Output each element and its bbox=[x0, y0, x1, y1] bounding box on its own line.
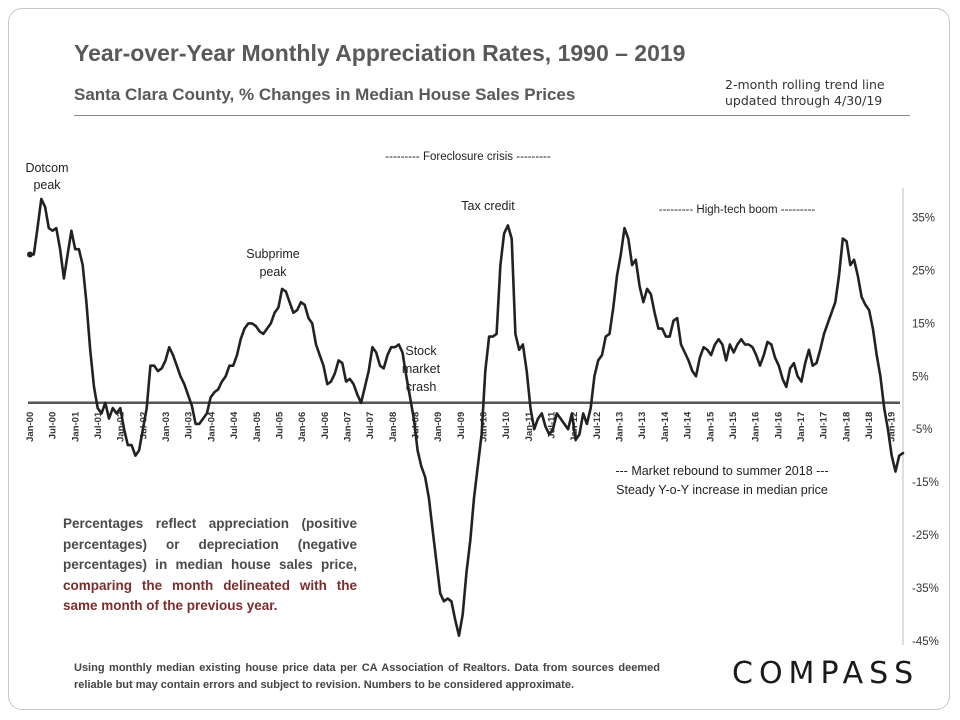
chart-title: Year-over-Year Monthly Appreciation Rate… bbox=[74, 40, 686, 66]
x-tick-label: Jul-10 bbox=[501, 412, 512, 439]
annotation-stock-market-crash: crash bbox=[406, 380, 437, 394]
x-tick-label: Jan-00 bbox=[25, 412, 36, 442]
compass-logo: COMPASS bbox=[732, 656, 920, 691]
x-tick-label: Jul-12 bbox=[592, 412, 603, 439]
x-tick-label: Jul-07 bbox=[365, 412, 376, 439]
y-tick-label: -25% bbox=[912, 530, 939, 542]
trend-note-line2: updated through 4/30/19 bbox=[725, 93, 883, 108]
x-tick-label: Jul-08 bbox=[410, 412, 421, 439]
x-tick-label: Jan-10 bbox=[479, 412, 490, 442]
x-tick-label: Jul-06 bbox=[320, 412, 331, 439]
x-tick-label: Jan-14 bbox=[660, 411, 671, 442]
y-tick-label: -45% bbox=[912, 636, 939, 648]
appreciation-series-line bbox=[28, 197, 905, 638]
source-footnote: Using monthly median existing house pric… bbox=[74, 662, 660, 691]
y-tick-label: 15% bbox=[912, 318, 935, 330]
series-start-marker bbox=[27, 251, 33, 258]
x-tick-label: Jan-02 bbox=[116, 412, 127, 442]
chart-subtitle: Santa Clara County, % Changes in Median … bbox=[74, 85, 576, 104]
annotation-foreclosure-crisis: --------- Foreclosure crisis --------- bbox=[385, 151, 551, 163]
y-tick-label: 35% bbox=[912, 212, 935, 224]
x-tick-label: Jul-00 bbox=[48, 412, 59, 439]
x-tick-label: Jul-17 bbox=[819, 412, 830, 439]
x-tick-label: Jan-11 bbox=[524, 411, 535, 441]
x-tick-label: Jan-16 bbox=[751, 412, 762, 442]
annotation-stock-market-crash: Stock bbox=[405, 344, 437, 358]
y-tick-label: -15% bbox=[912, 477, 939, 489]
x-tick-label: Jan-04 bbox=[206, 411, 217, 442]
x-tick-label: Jan-18 bbox=[841, 412, 852, 442]
x-tick-label: Jul-04 bbox=[229, 411, 240, 439]
x-tick-label: Jan-09 bbox=[433, 412, 444, 442]
y-tick-label: 5% bbox=[912, 371, 929, 383]
annotation-dotcom-peak: peak bbox=[33, 178, 61, 192]
x-tick-label: Jan-07 bbox=[342, 412, 353, 442]
annotation-tax-credit: Tax credit bbox=[461, 199, 515, 213]
annotation-subprime-peak: Subprime bbox=[246, 247, 300, 261]
explanation-note: Percentages reflect appreciation (positi… bbox=[63, 514, 357, 617]
x-tick-label: Jul-13 bbox=[637, 412, 648, 439]
trend-note-line1: 2-month rolling trend line bbox=[725, 77, 885, 92]
x-tick-label: Jan-13 bbox=[615, 412, 626, 442]
x-tick-label: Jan-15 bbox=[705, 411, 716, 442]
x-tick-label: Jul-18 bbox=[864, 412, 875, 439]
x-tick-label: Jul-14 bbox=[683, 411, 694, 439]
x-tick-label: Jul-01 bbox=[93, 411, 104, 439]
x-tick-label: Jan-03 bbox=[161, 412, 172, 442]
x-tick-label: Jan-08 bbox=[388, 412, 399, 442]
annotation-subprime-peak: peak bbox=[259, 265, 287, 279]
y-tick-label: -35% bbox=[912, 583, 939, 595]
y-tick-label: -5% bbox=[912, 424, 932, 436]
x-tick-label: Jul-15 bbox=[728, 411, 739, 439]
annotation-dotcom-peak: Dotcom bbox=[25, 161, 68, 175]
x-tick-label: Jul-03 bbox=[184, 412, 195, 439]
explanation-highlight: comparing the month delineated with the … bbox=[63, 577, 357, 614]
explanation-text: Percentages reflect appreciation (positi… bbox=[63, 516, 357, 572]
y-tick-label: 25% bbox=[912, 265, 935, 277]
annotation-stock-market-crash: market bbox=[402, 362, 441, 376]
annotation-high-tech-boom: --------- High-tech boom --------- bbox=[659, 204, 816, 216]
x-tick-label: Jan-01 bbox=[70, 411, 81, 442]
x-tick-label: Jul-05 bbox=[274, 411, 285, 439]
annotation-market-rebound: --- Market rebound to summer 2018 --- bbox=[615, 464, 828, 478]
x-tick-label: Jul-11 bbox=[547, 411, 558, 439]
x-tick-label: Jul-16 bbox=[773, 412, 784, 439]
x-tick-label: Jan-19 bbox=[887, 412, 898, 442]
x-tick-label: Jul-09 bbox=[456, 412, 467, 439]
x-tick-label: Jan-06 bbox=[297, 412, 308, 442]
x-tick-label: Jan-05 bbox=[252, 411, 263, 442]
trend-line-note: 2-month rolling trend line updated throu… bbox=[725, 77, 905, 109]
annotation-steady-increase: Steady Y-o-Y increase in median price bbox=[616, 483, 828, 497]
title-divider bbox=[74, 115, 910, 116]
x-tick-label: Jan-17 bbox=[796, 412, 807, 442]
